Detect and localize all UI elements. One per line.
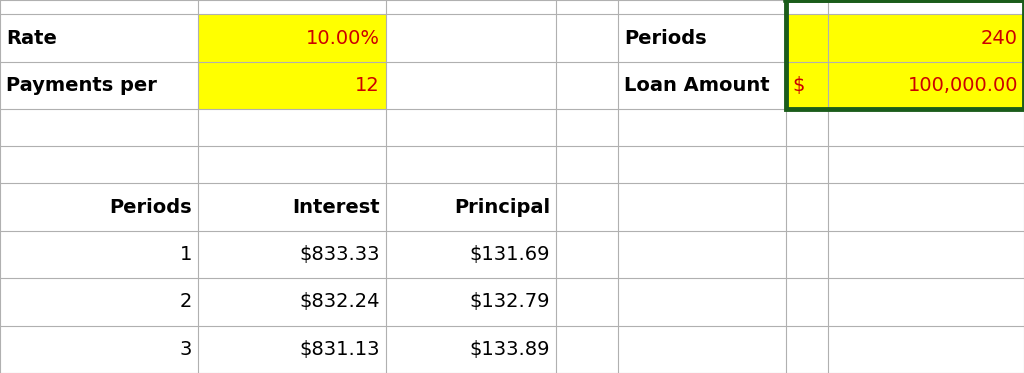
Bar	[786, 62, 828, 109]
Text: Loan Amount: Loan Amount	[624, 76, 770, 95]
Bar	[786, 15, 828, 62]
Bar	[828, 62, 1024, 109]
Text: $: $	[792, 76, 805, 95]
Text: 10.00%: 10.00%	[306, 29, 380, 48]
Text: $132.79: $132.79	[469, 292, 550, 311]
Text: 100,000.00: 100,000.00	[907, 76, 1018, 95]
Text: Periods: Periods	[110, 198, 193, 217]
Text: 1: 1	[179, 245, 193, 264]
Text: Rate: Rate	[6, 29, 57, 48]
Text: 3: 3	[179, 340, 193, 359]
Text: Payments per: Payments per	[6, 76, 157, 95]
Text: $832.24: $832.24	[299, 292, 380, 311]
Bar	[786, 0, 1024, 109]
Text: 2: 2	[179, 292, 193, 311]
Text: $133.89: $133.89	[469, 340, 550, 359]
Text: 240: 240	[981, 29, 1018, 48]
Text: 12: 12	[355, 76, 380, 95]
Bar	[828, 62, 1024, 109]
Bar	[198, 62, 386, 109]
Text: Periods: Periods	[624, 29, 707, 48]
Bar	[828, 15, 1024, 62]
Bar	[198, 15, 386, 62]
Bar	[828, 15, 1024, 62]
Text: $833.33: $833.33	[299, 245, 380, 264]
Bar	[786, 15, 828, 62]
Text: Principal: Principal	[454, 198, 550, 217]
Text: $831.13: $831.13	[299, 340, 380, 359]
Text: $131.69: $131.69	[469, 245, 550, 264]
Text: Interest: Interest	[293, 198, 380, 217]
Bar	[786, 62, 828, 109]
